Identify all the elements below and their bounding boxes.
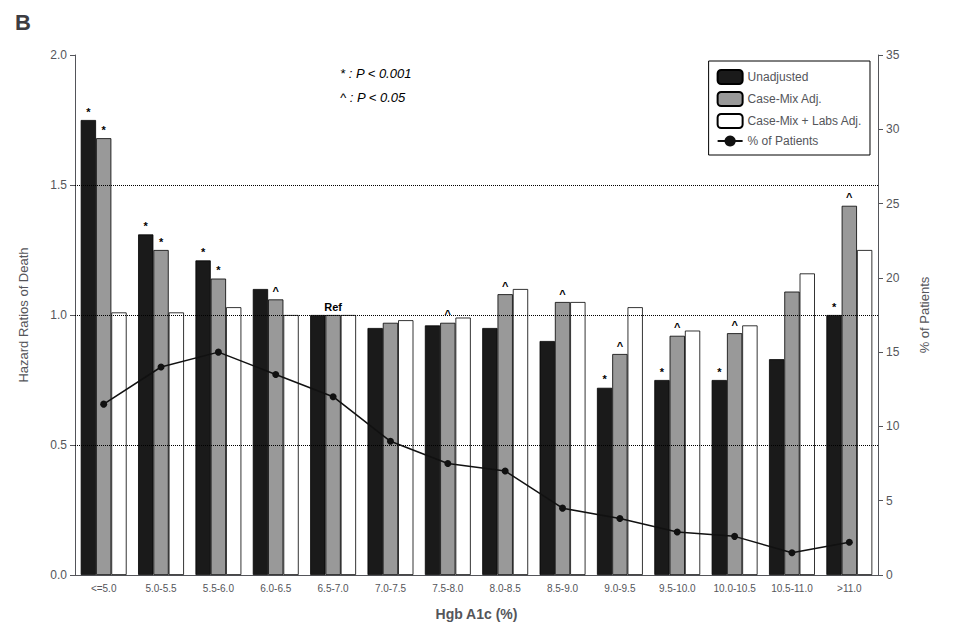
svg-text:^: ^ — [273, 285, 280, 297]
svg-text:*: * — [832, 301, 837, 313]
svg-text:*: * — [602, 373, 607, 385]
svg-text:^: ^ — [846, 191, 853, 203]
svg-text:15: 15 — [886, 345, 900, 359]
svg-text:*: * — [660, 366, 665, 378]
svg-text:6.0-6.5: 6.0-6.5 — [260, 583, 292, 594]
svg-text:5.5-6.0: 5.5-6.0 — [203, 583, 235, 594]
svg-text:*: * — [102, 124, 107, 136]
svg-text:20: 20 — [886, 271, 900, 285]
svg-text:* : P < 0.001: * : P < 0.001 — [340, 66, 411, 81]
svg-text:% of Patients: % of Patients — [748, 134, 819, 148]
svg-text:*: * — [201, 246, 206, 258]
svg-text:<=5.0: <=5.0 — [91, 583, 117, 594]
svg-text:Hazard Ratios of Death: Hazard Ratios of Death — [16, 247, 31, 382]
svg-text:10: 10 — [886, 419, 900, 433]
svg-text:7.0-7.5: 7.0-7.5 — [375, 583, 407, 594]
svg-text:^: ^ — [559, 288, 566, 300]
svg-text:*: * — [144, 220, 149, 232]
svg-text:8.0-8.5: 8.0-8.5 — [490, 583, 522, 594]
svg-text:^: ^ — [674, 321, 681, 333]
svg-text:B: B — [15, 10, 31, 35]
svg-text:Hgb A1c (%): Hgb A1c (%) — [436, 606, 518, 622]
svg-text:Case-Mix + Labs Adj.: Case-Mix + Labs Adj. — [748, 114, 862, 128]
svg-text:^: ^ — [731, 319, 738, 331]
svg-text:35: 35 — [886, 48, 900, 62]
svg-text:^: ^ — [445, 308, 452, 320]
svg-text:10.0-10.5: 10.0-10.5 — [713, 583, 756, 594]
svg-text:Ref: Ref — [324, 301, 342, 313]
svg-text:1.5: 1.5 — [50, 178, 67, 192]
svg-text:>11.0: >11.0 — [837, 583, 862, 594]
svg-text:9.0-9.5: 9.0-9.5 — [604, 583, 636, 594]
svg-text:5.0-5.5: 5.0-5.5 — [145, 583, 177, 594]
svg-text:7.5-8.0: 7.5-8.0 — [432, 583, 464, 594]
svg-text:*: * — [717, 366, 722, 378]
svg-text:9.5-10.0: 9.5-10.0 — [659, 583, 696, 594]
svg-text:5: 5 — [886, 494, 893, 508]
svg-text:0.0: 0.0 — [50, 568, 67, 582]
svg-text:^ : P < 0.05: ^ : P < 0.05 — [340, 90, 406, 105]
svg-text:30: 30 — [886, 122, 900, 136]
svg-text:1.0: 1.0 — [50, 308, 67, 322]
svg-text:2.0: 2.0 — [50, 48, 67, 62]
svg-text:8.5-9.0: 8.5-9.0 — [547, 583, 579, 594]
svg-text:Unadjusted: Unadjusted — [748, 70, 809, 84]
svg-text:0: 0 — [886, 568, 893, 582]
svg-text:% of Patients: % of Patients — [917, 276, 932, 353]
svg-text:25: 25 — [886, 197, 900, 211]
svg-text:^: ^ — [502, 280, 509, 292]
svg-text:^: ^ — [617, 340, 624, 352]
svg-text:10.5-11.0: 10.5-11.0 — [771, 583, 813, 594]
svg-text:0.5: 0.5 — [50, 438, 67, 452]
svg-text:*: * — [86, 106, 91, 118]
svg-text:*: * — [216, 264, 221, 276]
svg-text:Case-Mix Adj.: Case-Mix Adj. — [748, 92, 822, 106]
svg-text:*: * — [159, 236, 164, 248]
svg-text:6.5-7.0: 6.5-7.0 — [318, 583, 350, 594]
